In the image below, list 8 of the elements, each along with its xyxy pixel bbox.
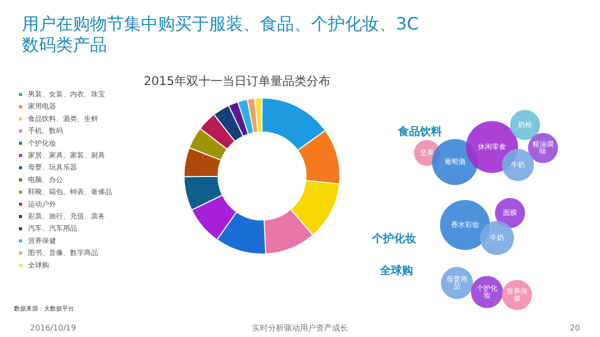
text: 个护化妆 [371, 232, 416, 245]
text: 20 [570, 324, 580, 332]
text: 实时分析驱动用户资产成长 [252, 324, 348, 332]
chart-title: 2015年双十一当日订单量品类分布 [144, 74, 330, 88]
text: 食品饮料 [397, 125, 442, 138]
text: 2016/10/19 [30, 324, 76, 332]
text: 全球购 [379, 264, 413, 277]
text: 用户在购物节集中购买于服装、食品、个护化妆、3C数码类产品 [22, 14, 419, 56]
